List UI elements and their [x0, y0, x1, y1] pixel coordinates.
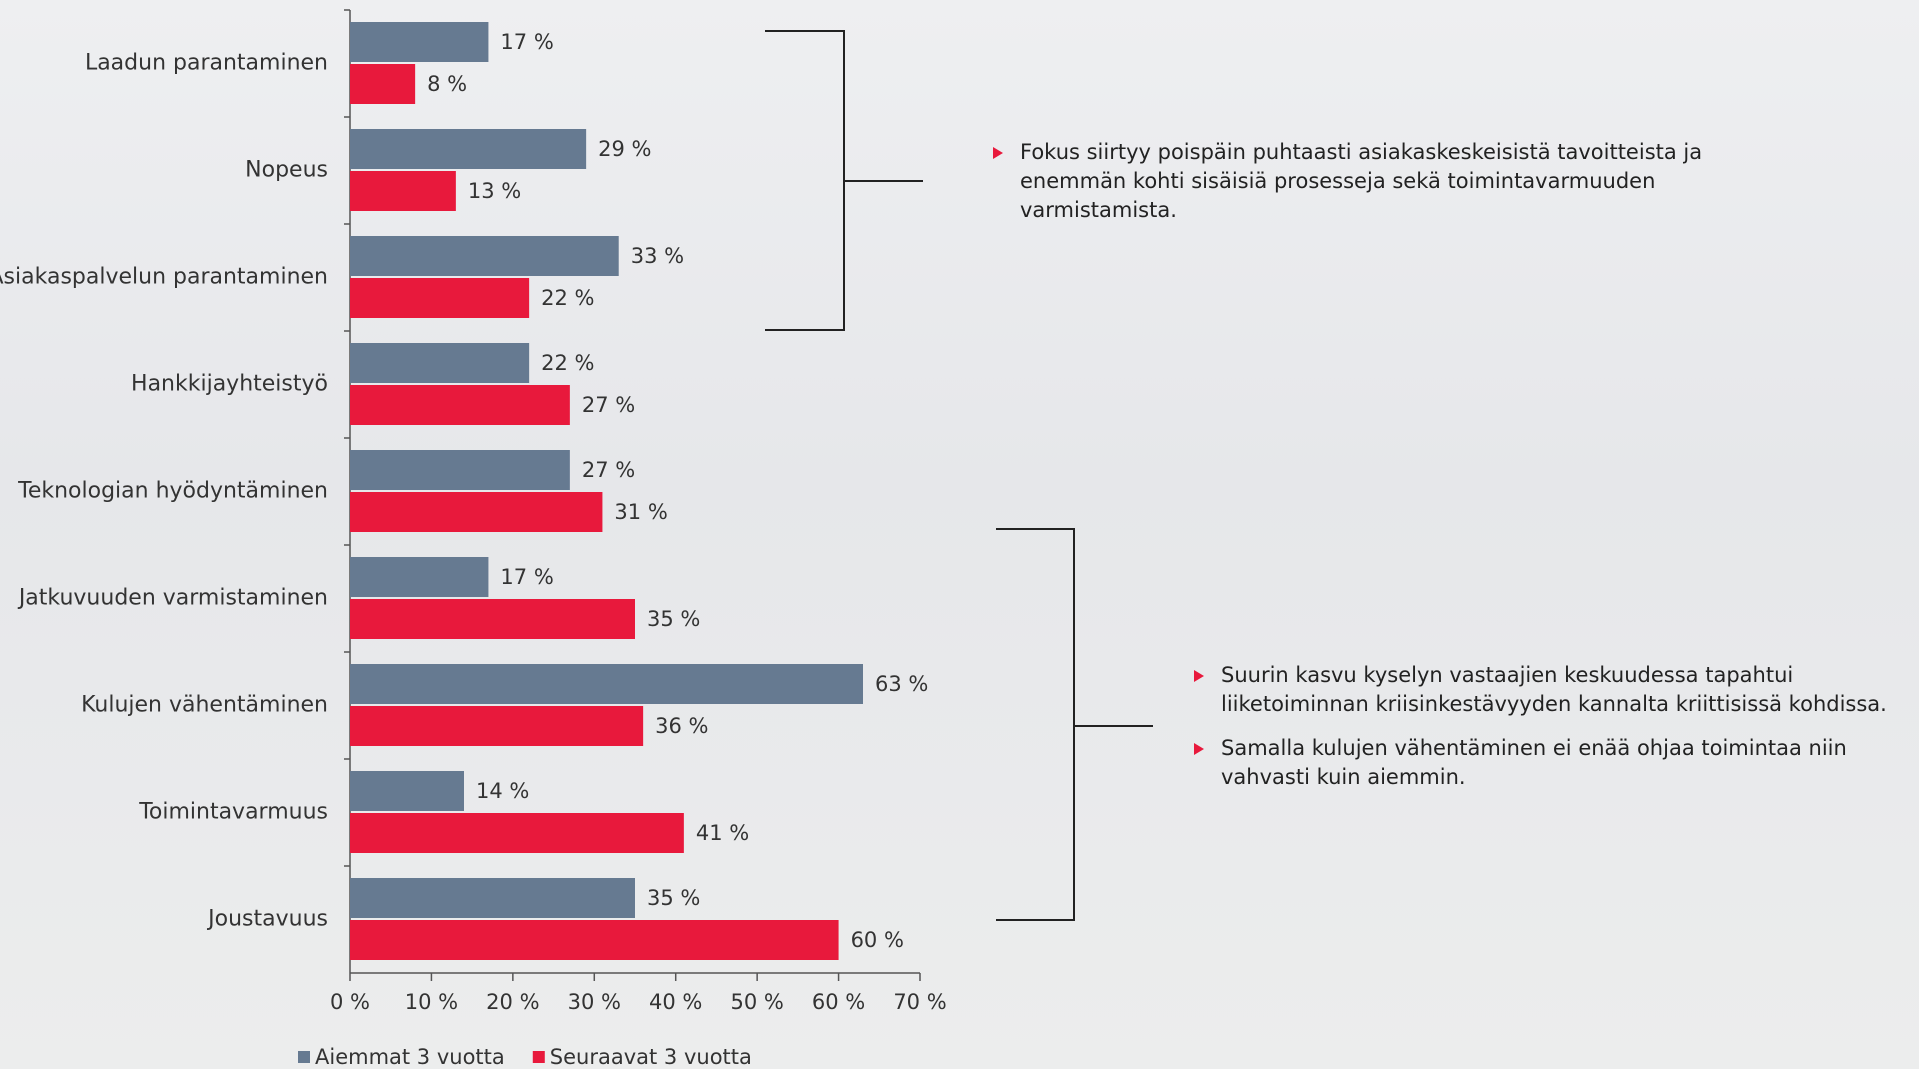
value-label: 36 %: [655, 714, 708, 738]
bar: [350, 878, 635, 918]
x-tick-label: 10 %: [405, 990, 458, 1014]
x-tick-label: 70 %: [893, 990, 946, 1014]
annotation-text: enemmän kohti sisäisiä prosesseja sekä t…: [1020, 169, 1655, 193]
x-tick-label: 60 %: [812, 990, 865, 1014]
bar: [350, 664, 863, 704]
value-label: 22 %: [541, 351, 594, 375]
bar: [350, 385, 570, 425]
value-label: 31 %: [614, 500, 667, 524]
legend-swatch: [298, 1051, 310, 1063]
category-label: Kulujen vähentäminen: [81, 693, 328, 718]
bullet-marker: [993, 147, 1003, 159]
brackets: [765, 31, 1153, 920]
value-label: 13 %: [468, 179, 521, 203]
value-label: 27 %: [582, 393, 635, 417]
x-tick-label: 20 %: [486, 990, 539, 1014]
bar: [350, 129, 586, 169]
bar: [350, 599, 635, 639]
category-label: Teknologian hyödyntäminen: [17, 479, 328, 504]
bar: [350, 343, 529, 383]
annotation-text: Suurin kasvu kyselyn vastaajien keskuude…: [1221, 663, 1793, 687]
category-label: Jatkuvuuden varmistaminen: [17, 586, 328, 611]
value-label: 33 %: [631, 244, 684, 268]
chart: 0 % 10 % 20 % 30 % 40 % 50 % 60 % 70 % Laadun pa…: [0, 0, 1919, 1069]
legend-label: Seuraavat 3 vuotta: [550, 1045, 752, 1069]
value-label: 41 %: [696, 821, 749, 845]
bar: [350, 920, 839, 960]
bracket: [765, 31, 844, 330]
bar: [350, 450, 570, 490]
bar: [350, 22, 488, 62]
category-label: Toimintavarmuus: [138, 800, 328, 825]
category-label: Joustavuus: [206, 907, 328, 932]
value-label: 35 %: [647, 607, 700, 631]
bar: [350, 171, 456, 211]
bar: [350, 706, 643, 746]
x-tick-label: 40 %: [649, 990, 702, 1014]
bar: [350, 64, 415, 104]
bar: [350, 278, 529, 318]
legend-swatch: [533, 1051, 545, 1063]
category-label: Nopeus: [245, 158, 328, 183]
bar: [350, 771, 464, 811]
x-tick-label: 30 %: [568, 990, 621, 1014]
value-label: 17 %: [500, 565, 553, 589]
bullet-marker: [1194, 743, 1204, 755]
bar: [350, 236, 619, 276]
category-label: Laadun parantaminen: [85, 51, 328, 76]
value-label: 17 %: [500, 30, 553, 54]
value-label: 22 %: [541, 286, 594, 310]
annotation-text: Fokus siirtyy poispäin puhtaasti asiakas…: [1020, 140, 1702, 164]
value-label: 14 %: [476, 779, 529, 803]
bar: [350, 557, 488, 597]
bracket: [996, 529, 1074, 920]
value-label: 63 %: [875, 672, 928, 696]
annotation-text: varmistamista.: [1020, 198, 1177, 222]
bar: [350, 813, 684, 853]
value-label: 8 %: [427, 72, 467, 96]
legend-label: Aiemmat 3 vuotta: [315, 1045, 505, 1069]
value-label: 35 %: [647, 886, 700, 910]
value-label: 27 %: [582, 458, 635, 482]
annotation-text: vahvasti kuin aiemmin.: [1221, 765, 1466, 789]
x-tick-label: 0 %: [330, 990, 370, 1014]
category-label: Hankkijayhteistyö: [131, 372, 328, 397]
value-label: 60 %: [851, 928, 904, 952]
x-tick-label: 50 %: [730, 990, 783, 1014]
annotation-text: Samalla kulujen vähentäminen ei enää ohj…: [1221, 736, 1847, 760]
bullet-marker: [1194, 670, 1204, 682]
value-label: 29 %: [598, 137, 651, 161]
annotation-text: liiketoiminnan kriisinkestävyyden kannal…: [1221, 692, 1887, 716]
category-label: Asiakaspalvelun parantaminen: [0, 265, 328, 290]
bar: [350, 492, 602, 532]
